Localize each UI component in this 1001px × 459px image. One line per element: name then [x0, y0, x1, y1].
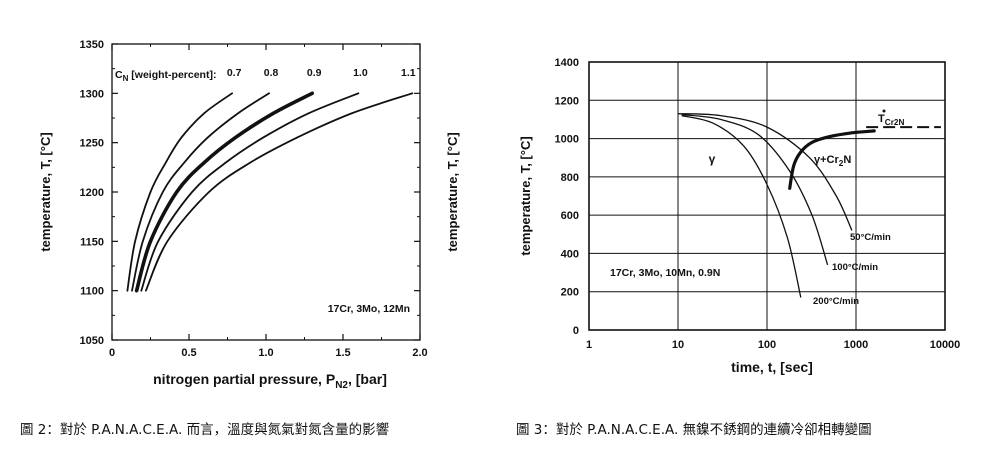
y-tick-label: 800 — [561, 172, 579, 184]
y-tick-label: 200 — [561, 287, 579, 299]
series-line-0.9 — [134, 91, 314, 293]
chart-cct-diagram: 0 200 400 600 800 1000 1200 1400 1 10 100 1000 10000… — [518, 57, 960, 375]
composition-annotation: 17Cr, 3Mo, 12Mn — [328, 303, 410, 315]
y-tick-label: 1350 — [80, 39, 104, 51]
legend-value-label: 1.1 — [401, 67, 416, 79]
y-tick-label: 1100 — [80, 286, 104, 298]
y-tick-label: 1150 — [80, 236, 104, 248]
phase-label-gamma-cr2n: γ+Cr2N — [814, 154, 851, 168]
phase-label-gamma: γ — [709, 152, 716, 166]
series-line-0.8 — [131, 92, 270, 292]
cooling-rate-label: 100°C/min — [832, 262, 878, 273]
series-line-1.1 — [145, 92, 414, 292]
cooling-rate-label: 200°C/min — [813, 296, 859, 307]
series-group — [126, 91, 414, 293]
x-axis-label: nitrogen partial pressure, PN2, [bar] — [153, 371, 387, 391]
y-tick-label: 0 — [573, 325, 579, 337]
y-axis-label-right: temperature, T, [°C] — [445, 132, 460, 251]
y-tick-label: 1250 — [80, 138, 104, 150]
x-tick-label: 1000 — [844, 339, 868, 351]
series-line-1.0 — [140, 92, 360, 292]
x-tick-label: 1 — [586, 339, 592, 351]
legend-value-label: 1.0 — [353, 67, 368, 79]
y-axis-label: temperature, T, [°C] — [518, 136, 533, 255]
y-tick-label: 1400 — [555, 57, 579, 69]
solvus-label: TCr2N — [878, 113, 904, 127]
series-line-0.7 — [126, 92, 233, 292]
solvus-dot — [882, 109, 886, 113]
y-tick-label: 1200 — [80, 187, 104, 199]
y-tick-label: 1300 — [80, 88, 104, 100]
y-axis-label: temperature, T, [°C] — [38, 132, 53, 251]
cooling-curve-0 — [677, 113, 853, 231]
plot-frame — [111, 43, 421, 341]
cooling-curve-1 — [681, 113, 829, 266]
x-tick-label: 0 — [109, 347, 115, 359]
y-tick-label: 1050 — [80, 335, 104, 347]
y-tick-label: 1000 — [555, 134, 579, 146]
plot-frame — [588, 61, 946, 331]
caption-figure-2: 圖 2：對於 P.A.N.A.C.E.A. 而言，溫度與氮氣對氮含量的影響 — [20, 422, 390, 438]
x-tick-label: 0.5 — [181, 347, 196, 359]
caption-figure-3: 圖 3：對於 P.A.N.A.C.E.A. 無鎳不銹鋼的連續冷卻相轉變圖 — [516, 422, 872, 438]
x-tick-label: 100 — [758, 339, 776, 351]
x-tick-label: 10000 — [930, 339, 961, 351]
y-tick-label: 1200 — [555, 95, 579, 107]
x-axis-label: time, t, [sec] — [731, 359, 813, 375]
y-tick-label: 600 — [561, 210, 579, 222]
x-tick-label: 1.5 — [335, 347, 350, 359]
x-tick-label: 2.0 — [412, 347, 427, 359]
x-tick-label: 1.0 — [258, 347, 273, 359]
chart-nitrogen-pressure: 1050 1100 1150 1200 1250 1300 1350 0 0.5 1.0 1.5 2.… — [38, 39, 460, 391]
legend-value-label: 0.7 — [227, 67, 242, 79]
cooling-rate-label: 50°C/min — [850, 232, 891, 243]
legend-prefix: CN [weight-percent]: — [115, 69, 216, 83]
legend-value-label: 0.8 — [264, 67, 279, 79]
y-tick-label: 400 — [561, 248, 579, 260]
precipitation-start-curve — [788, 129, 876, 190]
legend-value-label: 0.9 — [307, 67, 322, 79]
cooling-curve-2 — [681, 114, 802, 298]
composition-annotation: 17Cr, 3Mo, 10Mn, 0.9N — [610, 267, 720, 279]
x-tick-label: 10 — [672, 339, 684, 351]
